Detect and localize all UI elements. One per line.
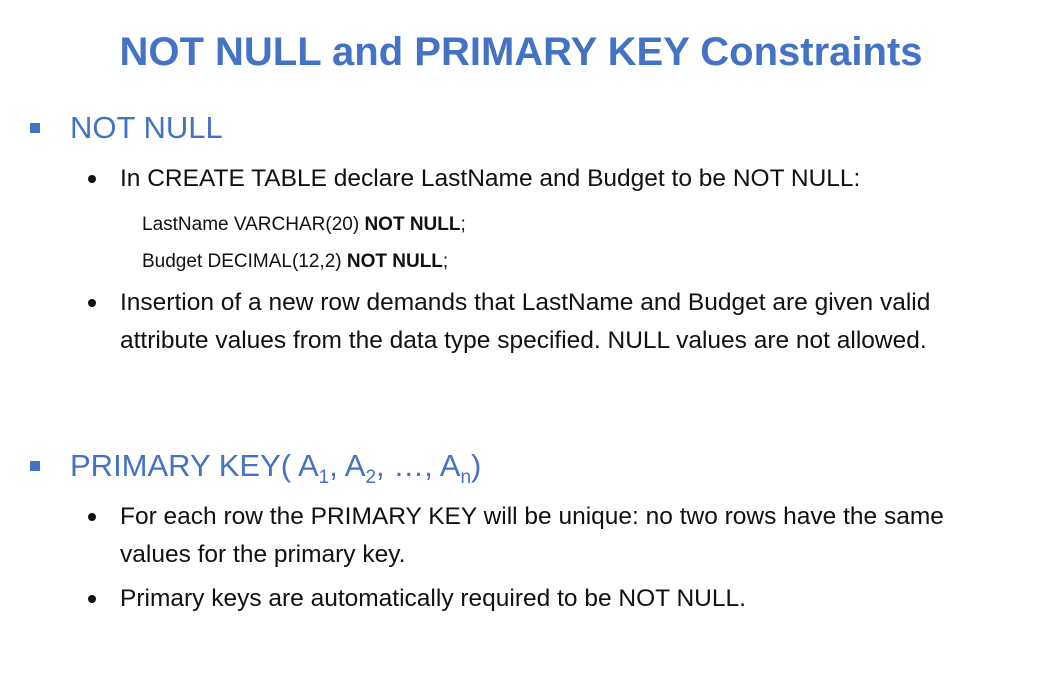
bullet-dot-icon [88,513,96,521]
bullet-dot-icon [88,595,96,603]
code-budget-end: ; [442,251,449,272]
code-budget-keyword: NOT NULL [346,251,443,272]
pk-heading-prefix: PRIMARY KEY( A [70,448,319,483]
pk-heading-sep1: , A [329,448,366,483]
code-lastname-keyword: NOT NULL [364,214,461,235]
bullet-dot-icon [88,299,96,307]
pk-sub-1: 1 [318,467,330,489]
pk-heading-suffix: ) [471,448,482,483]
primary-key-bullet-not-null: Primary keys are automatically required … [120,585,746,612]
square-bullet-icon [30,123,40,133]
pk-sub-2: 2 [365,467,377,489]
code-line-budget: Budget DECIMAL(12,2) NOT NULL; [142,251,448,273]
pk-heading-sep2: , …, A [376,448,461,483]
code-lastname-plain: LastName VARCHAR(20) [142,214,365,235]
code-lastname-end: ; [460,214,466,235]
slide-title: NOT NULL and PRIMARY KEY Constraints [119,30,923,74]
primary-key-bullet-unique: For each row the PRIMARY KEY will be uni… [120,503,944,568]
not-null-bullet-insertion: Insertion of a new row demands that Last… [120,289,931,354]
not-null-bullet-declare: In CREATE TABLE declare LastName and Bud… [120,165,861,192]
bullet-dot-icon [88,175,96,183]
square-bullet-icon [30,461,40,471]
pk-sub-n: n [460,467,472,489]
code-budget-plain: Budget DECIMAL(12,2) [142,251,347,272]
code-line-lastname: LastName VARCHAR(20) NOT NULL; [142,214,466,236]
section-heading-primary-key: PRIMARY KEY( A1, A2, …, An) [70,448,482,487]
section-heading-not-null: NOT NULL [70,110,223,145]
